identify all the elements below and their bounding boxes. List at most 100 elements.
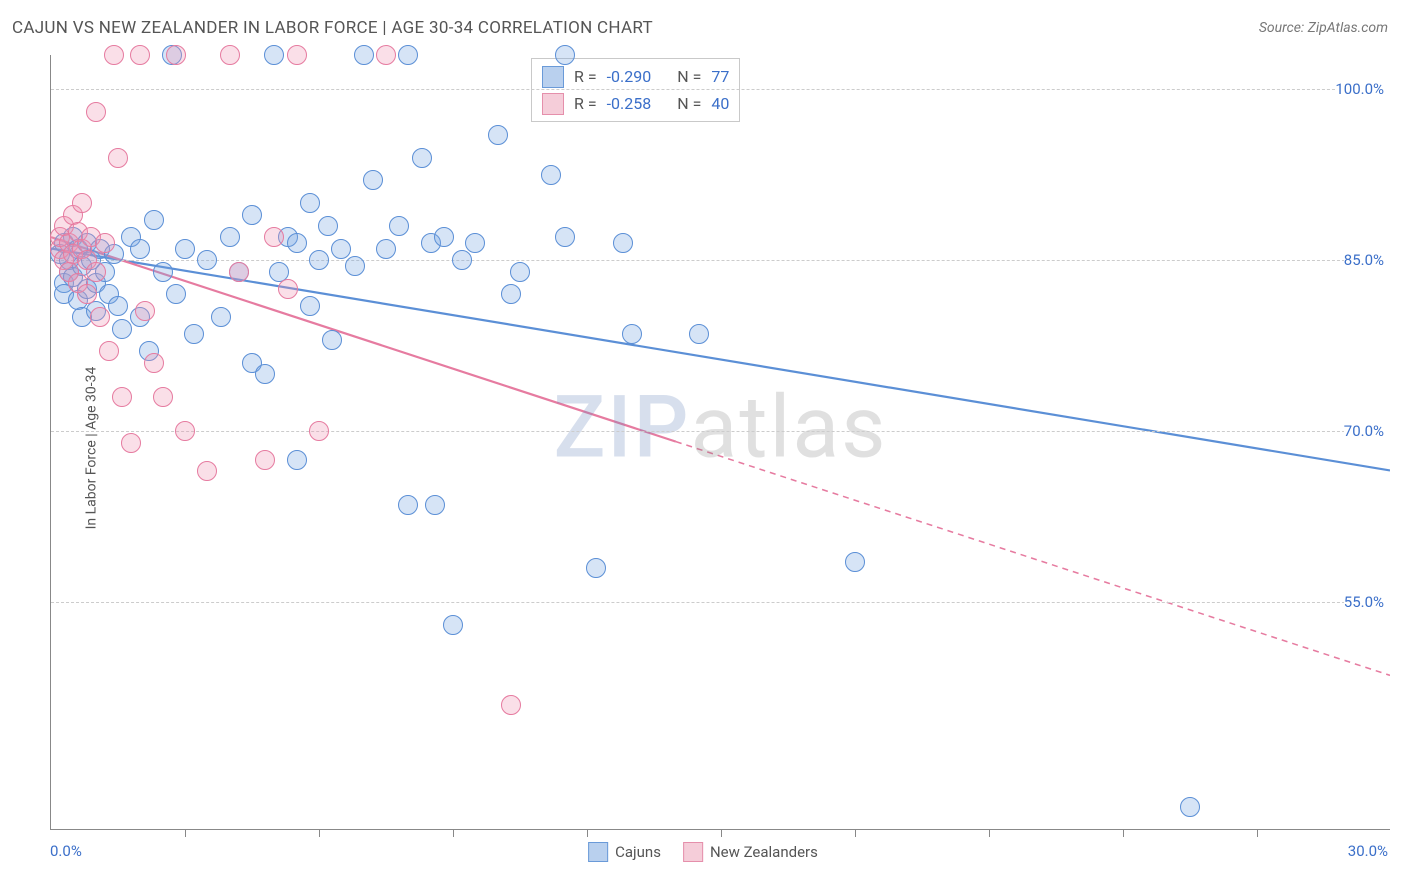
- data-point: [287, 45, 307, 65]
- data-point: [112, 319, 132, 339]
- y-tick-label: 85.0%: [1344, 251, 1392, 269]
- x-tick: [185, 829, 186, 837]
- data-point: [99, 341, 119, 361]
- data-point: [398, 45, 418, 65]
- stat-n-value: 40: [711, 90, 729, 117]
- x-tick: [1123, 829, 1124, 837]
- data-point: [135, 301, 155, 321]
- data-point: [72, 193, 92, 213]
- x-axis-min-label: 0.0%: [50, 842, 82, 860]
- data-point: [287, 450, 307, 470]
- trend-line-extrapolated: [676, 442, 1390, 676]
- legend-label: Cajuns: [615, 843, 661, 861]
- y-tick-label: 100.0%: [1335, 80, 1392, 98]
- data-point: [211, 307, 231, 327]
- data-point: [555, 45, 575, 65]
- data-point: [309, 250, 329, 270]
- data-point: [354, 45, 374, 65]
- stat-r-value: -0.258: [607, 90, 652, 117]
- data-point: [425, 495, 445, 515]
- data-point: [197, 250, 217, 270]
- data-point: [501, 695, 521, 715]
- gridline: [51, 431, 1390, 432]
- data-point: [255, 450, 275, 470]
- stat-r-label: R =: [574, 90, 597, 117]
- data-point: [166, 45, 186, 65]
- x-tick: [587, 829, 588, 837]
- bottom-legend: Cajuns New Zealanders: [588, 842, 818, 862]
- x-tick: [453, 829, 454, 837]
- data-point: [300, 296, 320, 316]
- stats-legend-box: R =-0.290N =77R =-0.258N =40: [531, 58, 740, 122]
- stat-n-label: N =: [677, 63, 701, 90]
- stats-row: R = -0.258 N = 40: [542, 90, 729, 117]
- x-tick: [1257, 829, 1258, 837]
- data-point: [443, 615, 463, 635]
- series-swatch: [542, 66, 564, 88]
- data-point: [197, 461, 217, 481]
- legend-swatch: [588, 842, 608, 862]
- x-tick: [855, 829, 856, 837]
- data-point: [452, 250, 472, 270]
- data-point: [121, 433, 141, 453]
- data-point: [555, 227, 575, 247]
- data-point: [398, 495, 418, 515]
- data-point: [318, 216, 338, 236]
- data-point: [689, 324, 709, 344]
- stat-n-value: 77: [711, 63, 729, 90]
- gridline: [51, 602, 1390, 603]
- data-point: [130, 239, 150, 259]
- data-point: [77, 284, 97, 304]
- data-point: [229, 262, 249, 282]
- data-point: [130, 45, 150, 65]
- series-swatch: [542, 93, 564, 115]
- legend-item: New Zealanders: [683, 842, 818, 862]
- chart-container: CAJUN VS NEW ZEALANDER IN LABOR FORCE | …: [0, 0, 1406, 892]
- trend-lines-layer: [51, 55, 1390, 829]
- data-point: [376, 239, 396, 259]
- x-tick: [721, 829, 722, 837]
- legend-item: Cajuns: [588, 842, 661, 862]
- data-point: [613, 233, 633, 253]
- stat-r-label: R =: [574, 63, 597, 90]
- data-point: [1180, 797, 1200, 817]
- data-point: [86, 102, 106, 122]
- data-point: [510, 262, 530, 282]
- data-point: [363, 170, 383, 190]
- data-point: [166, 284, 186, 304]
- data-point: [300, 193, 320, 213]
- chart-title: CAJUN VS NEW ZEALANDER IN LABOR FORCE | …: [12, 18, 653, 38]
- watermark-right: atlas: [691, 376, 888, 477]
- data-point: [278, 279, 298, 299]
- data-point: [220, 227, 240, 247]
- data-point: [488, 125, 508, 145]
- y-tick-label: 55.0%: [1344, 593, 1392, 611]
- data-point: [345, 256, 365, 276]
- data-point: [501, 284, 521, 304]
- data-point: [144, 353, 164, 373]
- legend-label: New Zealanders: [710, 843, 818, 861]
- data-point: [264, 45, 284, 65]
- data-point: [622, 324, 642, 344]
- data-point: [845, 552, 865, 572]
- data-point: [586, 558, 606, 578]
- stats-row: R =-0.290N =77: [542, 63, 729, 90]
- data-point: [108, 296, 128, 316]
- data-point: [309, 421, 329, 441]
- data-point: [104, 45, 124, 65]
- data-point: [108, 148, 128, 168]
- source-label: Source: ZipAtlas.com: [1259, 20, 1388, 36]
- data-point: [112, 387, 132, 407]
- gridline: [51, 260, 1390, 261]
- watermark-left: ZIP: [553, 376, 690, 477]
- data-point: [153, 387, 173, 407]
- x-axis-max-label: 30.0%: [1348, 842, 1388, 860]
- data-point: [242, 205, 262, 225]
- y-tick-label: 70.0%: [1344, 422, 1392, 440]
- data-point: [389, 216, 409, 236]
- data-point: [220, 45, 240, 65]
- gridline: [51, 89, 1390, 90]
- stat-n-label: N =: [677, 90, 701, 117]
- data-point: [541, 165, 561, 185]
- data-point: [322, 330, 342, 350]
